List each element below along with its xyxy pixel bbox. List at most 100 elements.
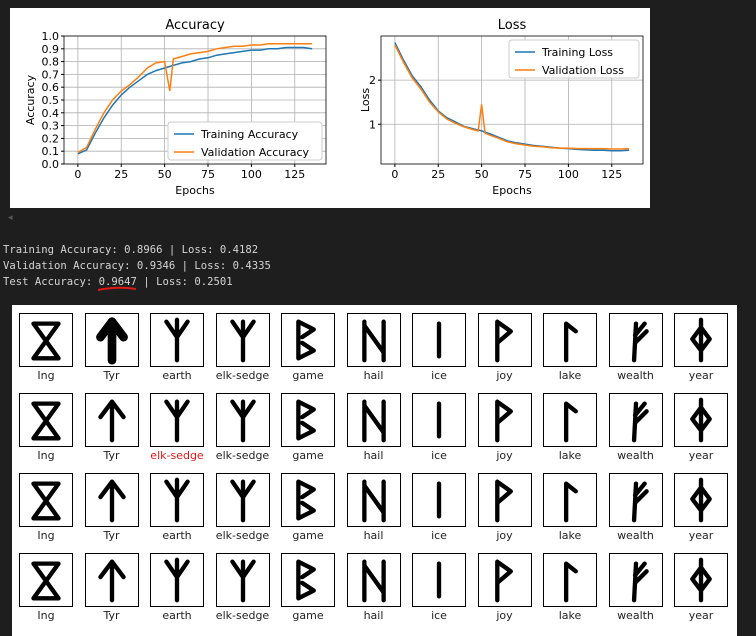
rune-glyph-icon: [361, 319, 386, 363]
sample-image: [608, 473, 663, 527]
sample-image: [281, 313, 335, 367]
accuracy-ytick-label: 0.1: [42, 145, 60, 158]
rune-glyph-icon: [95, 317, 128, 365]
sample-label: elk-sedge: [150, 449, 204, 462]
sample-label: elk-sedge: [215, 609, 270, 622]
sample-label: wealth: [617, 449, 654, 462]
loss-xtick-label: 100: [558, 168, 579, 181]
rune-glyph-icon: [229, 319, 256, 363]
sample-image: [412, 473, 466, 527]
sample-label: elk-sedge: [215, 449, 270, 462]
sample-image: [150, 393, 204, 447]
sample-image: [543, 313, 597, 367]
sample-image: [608, 313, 663, 367]
rune-glyph-icon: [436, 481, 442, 519]
sample-image: [150, 313, 204, 367]
sample-label: year: [688, 529, 714, 542]
rune-glyph-icon: [31, 561, 61, 601]
sample-label: ice: [431, 449, 447, 462]
rune-glyph-icon: [631, 481, 649, 523]
rune-glyph-icon: [436, 561, 442, 599]
loss-legend-label: Training Loss: [541, 46, 613, 59]
sample-label: game: [292, 369, 324, 382]
sample-label: hail: [363, 529, 384, 542]
rune-glyph-icon: [97, 559, 126, 603]
rune-glyph-icon: [631, 401, 649, 443]
sample-image: [608, 553, 663, 607]
sample-label: wealth: [617, 529, 654, 542]
accuracy-xtick-label: 75: [201, 168, 215, 181]
sample-label: year: [688, 449, 714, 462]
test-accuracy-value: 0.9647: [98, 276, 137, 288]
training-plots-figure: 0 25 50 75 100 125 0.0 0.1 0.2 0.3 0.4 0.5 0.6 0.7 0.8…: [10, 8, 650, 208]
sample-image: [477, 553, 532, 607]
rune-glyph-icon: [31, 321, 61, 361]
sample-image: [346, 313, 401, 367]
loss-legend-label: Validation Loss: [542, 64, 624, 77]
sample-label: lake: [558, 449, 582, 462]
rune-glyph-icon: [164, 557, 190, 603]
accuracy-ytick-label: 0.7: [42, 68, 60, 81]
red-underline-annotation: [97, 286, 137, 291]
loss-xlabel: Epochs: [492, 184, 532, 197]
accuracy-legend-box: [167, 121, 323, 161]
sample-image: [19, 473, 73, 527]
sample-image: [150, 473, 204, 527]
sample-image: [346, 553, 401, 607]
sample-image: [477, 313, 532, 367]
sample-label: joy: [496, 609, 513, 622]
sample-image: [215, 393, 270, 447]
rune-sample-grid: Ing Tyr earth elk-sedge game hail ice joy lake we…: [12, 305, 737, 636]
training-metrics-line: Training Accuracy: 0.8966 | Loss: 0.4182: [3, 244, 259, 256]
sample-label: wealth: [617, 369, 654, 382]
sample-image: [477, 473, 532, 527]
rune-glyph-icon: [164, 399, 190, 443]
accuracy-legend-label: Validation Accuracy: [201, 146, 310, 159]
rune-glyph-icon: [31, 481, 61, 521]
sample-label: earth: [162, 609, 192, 622]
rune-glyph-icon: [296, 399, 316, 441]
loss-ytick-label: 1: [369, 118, 376, 131]
sample-image: [19, 313, 73, 367]
rune-glyph-icon: [229, 559, 256, 603]
sample-image: [543, 393, 597, 447]
rune-glyph-icon: [494, 479, 513, 523]
loss-xtick-label: 75: [518, 168, 532, 181]
sample-image: [674, 393, 728, 447]
rune-glyph-icon: [563, 401, 578, 443]
accuracy-ytick-label: 0.9: [42, 43, 60, 56]
sample-label: ice: [431, 609, 447, 622]
sample-label: earth: [162, 529, 192, 542]
sample-image: [543, 553, 597, 607]
sample-image: [281, 393, 335, 447]
sample-label: lake: [558, 529, 582, 542]
accuracy-legend-label: Training Accuracy: [200, 128, 299, 141]
loss-title: Loss: [498, 18, 527, 33]
sample-image: [215, 473, 270, 527]
accuracy-xlabel: Epochs: [175, 184, 215, 197]
sample-label: Tyr: [103, 369, 120, 382]
sample-label: lake: [558, 369, 582, 382]
accuracy-ytick-label: 0.4: [42, 107, 60, 120]
accuracy-ytick-label: 0.6: [42, 81, 60, 94]
loss-axes-frame: [380, 35, 644, 165]
sample-label: hail: [363, 369, 384, 382]
accuracy-xtick-label: 50: [158, 168, 172, 181]
rune-glyph-icon: [690, 317, 712, 363]
loss-xtick-label: 25: [431, 168, 445, 181]
sample-label: elk-sedge: [215, 369, 270, 382]
rune-glyph-icon: [436, 401, 442, 439]
sample-image: [412, 313, 466, 367]
sample-label: year: [688, 609, 714, 622]
rune-glyph-icon: [631, 561, 649, 603]
sample-label: joy: [496, 529, 513, 542]
rune-glyph-icon: [361, 399, 386, 443]
scroll-left-icon[interactable]: ◂: [8, 213, 13, 223]
loss-ytick-label: 2: [369, 74, 376, 87]
accuracy-ytick-label: 0.2: [42, 132, 60, 145]
test-metrics-line: Test Accuracy: 0.9647 | Loss: 0.2501: [3, 274, 271, 290]
rune-glyph-icon: [494, 399, 513, 443]
rune-glyph-icon: [296, 559, 316, 601]
sample-label: Ing: [37, 529, 55, 542]
sample-image: [346, 473, 401, 527]
